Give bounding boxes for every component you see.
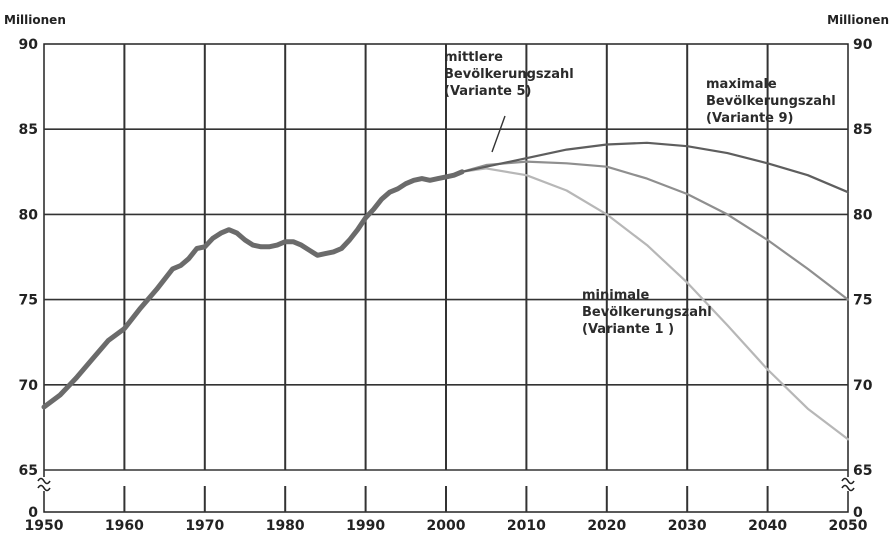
x-tick-label-1970: 1970 [185, 518, 224, 534]
x-tick-label-1980: 1980 [266, 518, 305, 534]
annotation-max-line-3: (Variante 9) [706, 111, 794, 126]
series-line-maximale [461, 141, 850, 194]
y-tick-label-left-90: 90 [19, 37, 39, 53]
x-tick-label-2000: 2000 [427, 518, 466, 534]
annotation-mid-line-3: (Variante 5) [444, 84, 532, 99]
y-tick-label-right-75: 75 [853, 293, 872, 309]
annotation-max-line-1: maximale [706, 77, 777, 92]
axis-break-left [37, 477, 51, 492]
annotation-min-line-3: (Variante 1 ) [582, 322, 674, 337]
annotation-min-line-1: minimale [582, 288, 649, 303]
annotation-mid-line-2: Bevölkerungszahl [444, 67, 574, 82]
annotation-min-line-2: Bevölkerungszahl [582, 305, 712, 320]
y-tick-label-right-0: 0 [853, 505, 863, 521]
y-tick-label-left-70: 70 [19, 378, 39, 394]
y-tick-label-right-80: 80 [853, 207, 873, 223]
x-tick-label-1960: 1960 [105, 518, 144, 534]
y-tick-label-right-65: 65 [853, 463, 872, 479]
x-tick-label-2030: 2030 [668, 518, 707, 534]
axis-break-right-gap [844, 477, 852, 491]
axis-break-right [841, 477, 855, 492]
x-tick-label-2040: 2040 [748, 518, 787, 534]
series-line-mittlere [461, 160, 850, 301]
axis-break-left-gap [40, 477, 48, 491]
series-line-historical [41, 169, 465, 410]
series-line-minimale [461, 167, 850, 441]
y-tick-label-left-65: 65 [19, 463, 38, 479]
annotations: mittlere Bevölkerungszahl (Variante 5) maxi… [444, 50, 836, 337]
y-tick-label-left-0: 0 [28, 505, 38, 521]
y-tick-label-right-70: 70 [853, 378, 873, 394]
series-lines [41, 141, 850, 441]
annotation-max-line-2: Bevölkerungszahl [706, 94, 836, 109]
x-tick-label-1950: 1950 [25, 518, 64, 534]
axes: 1950 1960 1970 1980 1990 2000 2010 2020 2030 2040… [19, 37, 873, 534]
grid [44, 44, 848, 512]
annotation-mid-line-1: mittlere [444, 50, 503, 65]
x-tick-label-1990: 1990 [346, 518, 385, 534]
x-tick-label-2020: 2020 [587, 518, 626, 534]
annotation-mid-leader [491, 115, 506, 153]
y-unit-left: Millionen [4, 13, 66, 27]
y-tick-label-left-75: 75 [19, 293, 38, 309]
x-tick-label-2010: 2010 [507, 518, 546, 534]
y-tick-label-left-80: 80 [19, 207, 39, 223]
x-tick-label-2050: 2050 [829, 518, 868, 534]
y-tick-label-left-85: 85 [19, 122, 38, 138]
y-unit-right: Millionen [827, 13, 889, 27]
y-tick-label-right-85: 85 [853, 122, 872, 138]
y-tick-label-right-90: 90 [853, 37, 873, 53]
